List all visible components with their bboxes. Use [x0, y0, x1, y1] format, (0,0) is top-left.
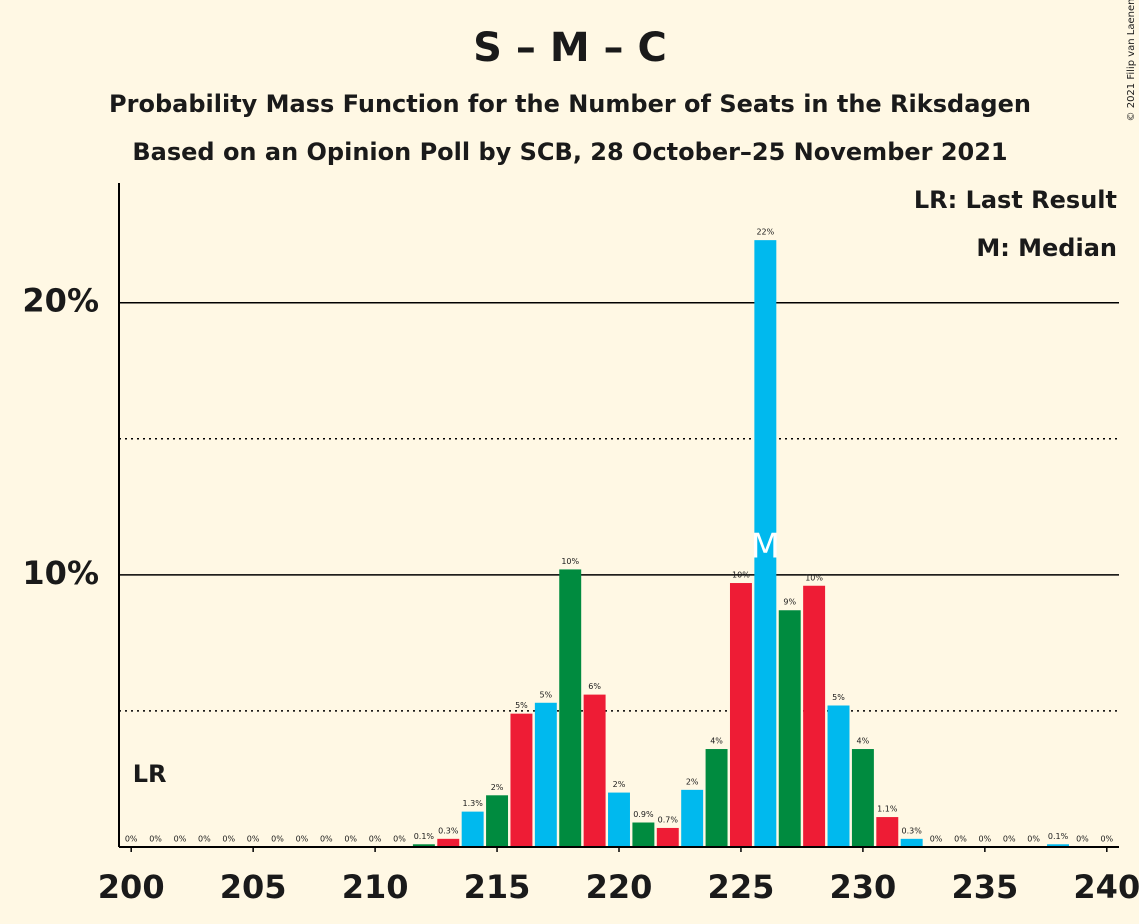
data-label: 0.3%	[438, 826, 459, 835]
bar	[705, 749, 728, 847]
data-label: 0%	[174, 835, 187, 844]
data-label: 0%	[247, 835, 260, 844]
data-label: 0%	[369, 835, 382, 844]
bar	[681, 789, 704, 847]
data-label: 9%	[783, 598, 796, 607]
y-tick-label: 20%	[22, 282, 99, 320]
bar	[656, 827, 679, 847]
median-marker: M	[751, 527, 780, 567]
data-label: 0%	[1076, 835, 1089, 844]
bar	[827, 705, 850, 847]
bar	[632, 822, 655, 847]
bar	[486, 795, 509, 847]
chart-subtitle: Probability Mass Function for the Number…	[109, 90, 1031, 118]
data-label: 2%	[491, 783, 504, 792]
bar	[412, 844, 435, 847]
data-label: 0.9%	[633, 810, 654, 819]
data-label: 6%	[588, 682, 601, 691]
data-label: 10%	[561, 557, 579, 566]
data-label: 0%	[222, 835, 235, 844]
data-label: 0%	[271, 835, 284, 844]
data-label: 0%	[344, 835, 357, 844]
data-label: 0%	[320, 835, 333, 844]
bar	[510, 713, 533, 847]
data-label: 0%	[198, 835, 211, 844]
bar	[876, 817, 899, 847]
y-tick-label: 10%	[22, 554, 99, 592]
data-label: 0%	[393, 835, 406, 844]
data-label: 0%	[125, 835, 138, 844]
data-label: 5%	[539, 690, 552, 699]
x-tick-label: 220	[586, 868, 653, 906]
data-label: 10%	[805, 573, 823, 582]
x-tick-label: 200	[98, 868, 165, 906]
x-tick-label: 240	[1073, 868, 1139, 906]
data-label: 0%	[1027, 835, 1040, 844]
bar	[1047, 844, 1069, 847]
bar	[754, 240, 777, 848]
data-label: 22%	[756, 228, 774, 237]
bar	[461, 811, 484, 847]
x-tick-label: 215	[464, 868, 531, 906]
legend-entry: M: Median	[976, 234, 1117, 262]
x-tick-label: 225	[708, 868, 775, 906]
bar	[534, 702, 557, 847]
data-label: 5%	[515, 701, 528, 710]
data-label: 4%	[857, 737, 870, 746]
bar	[559, 569, 582, 847]
x-tick-label: 230	[830, 868, 897, 906]
data-label: 0%	[149, 835, 162, 844]
data-label: 0.3%	[902, 826, 923, 835]
bar	[851, 749, 874, 847]
x-tick-label: 205	[220, 868, 287, 906]
legend-entry: LR: Last Result	[914, 186, 1117, 214]
data-label: 0%	[954, 835, 967, 844]
data-label: 4%	[710, 737, 723, 746]
data-label: 2%	[613, 780, 626, 789]
bar	[729, 583, 752, 847]
data-label: 1.3%	[462, 799, 483, 808]
data-label: 0.7%	[658, 815, 679, 824]
x-tick-label: 235	[951, 868, 1018, 906]
data-label: 2%	[686, 777, 699, 786]
data-label: 5%	[832, 693, 845, 702]
bar	[803, 585, 826, 847]
chart-title: S – M – C	[473, 25, 667, 71]
bar	[608, 792, 630, 847]
x-tick-label: 210	[342, 868, 409, 906]
copyright: © 2021 Filip van Laenen	[1126, 0, 1137, 121]
bar	[583, 694, 606, 847]
data-label: 1.1%	[877, 805, 898, 814]
bar	[437, 838, 460, 847]
data-label: 0.1%	[1048, 832, 1069, 841]
chart-subtitle: Based on an Opinion Poll by SCB, 28 Octo…	[132, 138, 1007, 166]
data-label: 0%	[1003, 835, 1016, 844]
data-label: 0%	[979, 835, 992, 844]
data-label: 0%	[1100, 835, 1113, 844]
data-label: 0%	[930, 835, 943, 844]
last-result-marker: LR	[133, 760, 167, 788]
data-label: 10%	[732, 571, 750, 580]
data-label: 0.1%	[414, 832, 435, 841]
bar	[778, 610, 801, 847]
bar	[900, 838, 923, 847]
data-label: 0%	[296, 835, 309, 844]
